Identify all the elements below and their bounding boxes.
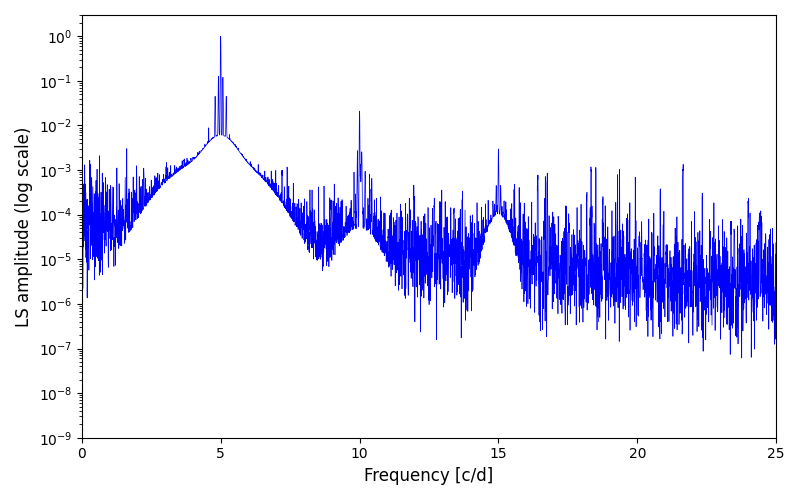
Y-axis label: LS amplitude (log scale): LS amplitude (log scale) bbox=[15, 126, 33, 326]
X-axis label: Frequency [c/d]: Frequency [c/d] bbox=[364, 467, 494, 485]
